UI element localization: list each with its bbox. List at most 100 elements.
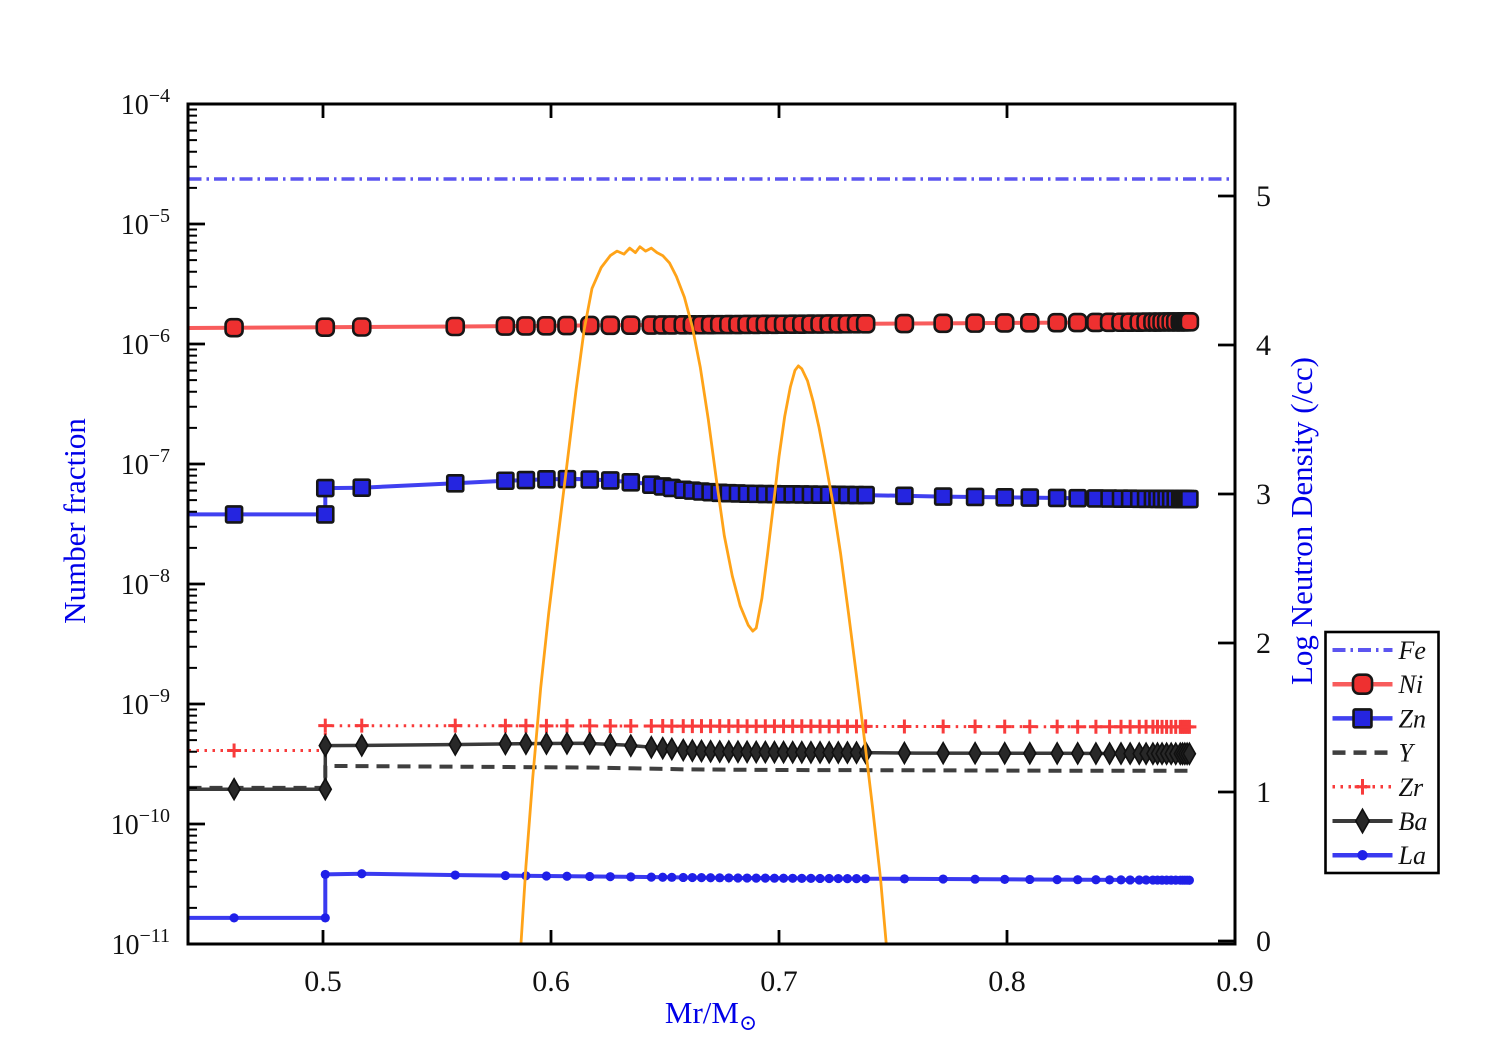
- marker-dot: [899, 874, 909, 884]
- marker-plus: [603, 718, 618, 733]
- marker-diamond: [936, 741, 951, 766]
- y-tick-label-left: 10−5: [121, 205, 170, 241]
- marker-dot: [1125, 875, 1135, 885]
- marker-diamond: [1123, 741, 1138, 766]
- marker-diamond: [749, 739, 764, 765]
- marker-square: [537, 470, 556, 489]
- sun-symbol: ⊙: [738, 1011, 758, 1036]
- marker-plus: [1050, 719, 1065, 734]
- marker-plus: [1182, 719, 1197, 734]
- marker-diamond: [676, 737, 691, 763]
- marker-diamond: [822, 740, 837, 765]
- marker-dot: [357, 869, 367, 879]
- marker-diamond: [803, 740, 818, 765]
- marker-dot: [1184, 875, 1194, 885]
- marker-square: [1020, 488, 1040, 507]
- marker-diamond: [623, 733, 638, 758]
- legend-entry-Zr: Zr: [1332, 773, 1424, 802]
- marker-dot: [861, 874, 871, 884]
- marker-diamond: [740, 739, 755, 765]
- marker-diamond: [582, 731, 597, 756]
- marker-diamond: [1114, 741, 1128, 766]
- marker-plus: [559, 718, 574, 733]
- marker-diamond: [776, 740, 791, 765]
- marker-diamond: [1182, 741, 1197, 766]
- marker-dot: [1073, 875, 1083, 885]
- marker-plus: [498, 718, 513, 733]
- marker-roundsquare: [1047, 312, 1067, 333]
- marker-square: [1047, 488, 1067, 508]
- marker-dot: [585, 871, 595, 882]
- marker-plus: [539, 718, 554, 733]
- marker-dot: [970, 874, 980, 884]
- marker-square: [895, 486, 914, 506]
- marker-roundsquare: [1067, 312, 1088, 333]
- marker-square: [1180, 489, 1199, 509]
- marker-dot: [833, 873, 843, 884]
- marker-plus: [582, 718, 597, 733]
- marker-dot: [760, 873, 770, 883]
- marker-dot: [500, 870, 510, 881]
- y-tick-label-left: 10−11: [111, 925, 170, 961]
- marker-diamond: [712, 739, 727, 764]
- marker-dot: [1116, 875, 1126, 885]
- x-tick-label: 0.8: [988, 965, 1026, 998]
- marker-dot: [733, 873, 743, 883]
- x-tick-label: 0.9: [1216, 965, 1254, 998]
- series-La: [188, 869, 1194, 923]
- marker-roundsquare: [894, 313, 915, 334]
- marker-dot: [742, 873, 752, 883]
- marker-dot: [450, 870, 460, 880]
- y-tick-label-left: 10−8: [121, 565, 170, 601]
- legend: Fe Ni Zn Y Zr Ba La: [1324, 630, 1440, 875]
- legend-entry-La: La: [1332, 841, 1426, 870]
- marker-plus: [936, 719, 951, 734]
- marker-dot: [687, 872, 697, 883]
- marker-roundsquare: [855, 313, 876, 334]
- marker-square: [621, 472, 641, 492]
- marker-plus: [354, 718, 369, 733]
- marker-dot: [541, 871, 552, 881]
- marker-dot: [842, 873, 852, 884]
- y-tick-label-left: 10−9: [121, 685, 170, 721]
- marker-plus: [858, 719, 873, 734]
- marker-roundsquare: [965, 313, 985, 333]
- marker-plus: [1088, 719, 1103, 734]
- marker-dot: [605, 872, 615, 882]
- marker-square: [445, 474, 465, 493]
- marker-dot: [667, 872, 677, 882]
- marker-dot: [696, 873, 707, 883]
- marker-diamond: [1102, 741, 1117, 766]
- marker-dot: [769, 873, 780, 883]
- marker-diamond: [227, 777, 242, 802]
- y-axis-label-right: Log Neutron Density (/cc): [1284, 357, 1319, 685]
- y-tick-label-right: 3: [1256, 478, 1271, 511]
- legend-entry-Ba: Ba: [1332, 807, 1427, 836]
- marker-dot: [778, 873, 789, 883]
- marker-square: [995, 487, 1015, 507]
- marker-dot: [797, 873, 807, 883]
- legend-label-Ni: Ni: [1398, 670, 1424, 699]
- x-axis-label: Mr/M⊙: [561, 995, 861, 1036]
- marker-diamond: [813, 740, 827, 765]
- marker-dot: [1025, 874, 1035, 885]
- marker-diamond: [758, 739, 773, 765]
- marker-diamond: [685, 738, 700, 763]
- marker-dot: [562, 871, 572, 881]
- marker-dot: [751, 873, 761, 883]
- marker-diamond: [664, 736, 679, 762]
- marker-diamond: [721, 739, 736, 764]
- marker-diamond: [897, 740, 912, 766]
- y-tick-label-left: 10−10: [111, 805, 170, 841]
- series-markers-Zn: [224, 469, 1199, 524]
- marker-diamond: [840, 740, 855, 765]
- marker-diamond: [731, 739, 745, 764]
- y-tick-label-right: 0: [1256, 925, 1271, 958]
- y-tick-label-right: 5: [1256, 180, 1271, 213]
- y-tick-label-left: 10−4: [121, 85, 170, 121]
- series-markers-Ba: [227, 731, 1197, 802]
- marker-plus: [518, 718, 533, 733]
- marker-diamond: [1022, 741, 1037, 766]
